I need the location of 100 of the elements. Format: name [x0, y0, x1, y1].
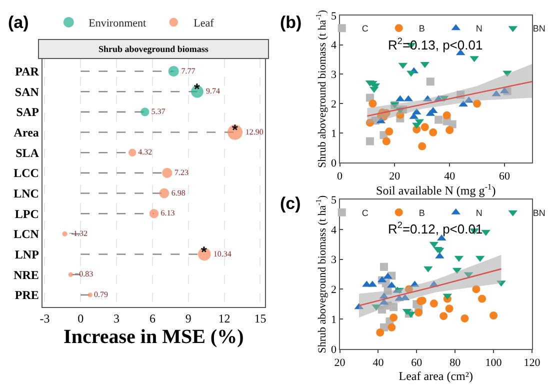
x-tick-label: 20	[389, 170, 401, 183]
point	[426, 78, 434, 86]
point	[385, 128, 394, 136]
point	[368, 100, 377, 108]
x-tick-label: 40	[444, 170, 456, 183]
legend-label: BN	[532, 208, 546, 218]
point	[490, 311, 498, 320]
point	[440, 312, 448, 320]
y-tick-label: LNP	[14, 247, 39, 262]
y-tick-label: PRE	[14, 288, 39, 302]
point	[159, 188, 170, 198]
point	[366, 137, 374, 146]
y-tick-label: 5	[331, 10, 338, 22]
y-tick-label: 1	[331, 128, 337, 140]
point	[429, 128, 438, 136]
point	[366, 118, 374, 127]
y-tick-label: 2	[331, 98, 337, 110]
point	[376, 328, 384, 336]
point	[390, 303, 398, 312]
data-label: 5.37	[151, 106, 166, 116]
x-tick-label: 120	[524, 357, 541, 370]
point	[442, 111, 451, 120]
data-label: 12.90	[245, 127, 264, 136]
y-tick-label: 1	[331, 314, 337, 326]
data-label: 6.13	[160, 208, 175, 218]
x-axis-title: Soil available N (mg g$^{-1}$)	[376, 182, 496, 198]
x-axis-title: Increase in MSE (%)	[64, 326, 244, 348]
data-label: 0.79	[94, 290, 108, 299]
y-tick-label: LNC	[14, 186, 39, 200]
legend-label: BN	[532, 24, 546, 34]
point	[168, 66, 179, 77]
point	[404, 285, 413, 294]
point	[430, 300, 438, 308]
y-tick-label: 0	[331, 344, 338, 356]
point	[414, 308, 423, 316]
data-label: 4.32	[138, 148, 152, 157]
point	[446, 126, 454, 134]
legend-label: Leaf	[194, 17, 214, 30]
x-tick-label: 20	[334, 357, 346, 370]
point	[445, 304, 454, 313]
y-tick-label: SAP	[16, 105, 39, 120]
x-tick-label: -3	[40, 312, 50, 326]
point	[473, 100, 482, 108]
legend-label: C	[362, 24, 369, 34]
legend-label: B	[418, 208, 425, 218]
point	[418, 142, 426, 150]
legend-label: N	[476, 24, 482, 34]
data-label: −0.83	[74, 270, 94, 279]
point	[434, 116, 443, 124]
y-tick-label: 5	[331, 194, 338, 207]
point	[380, 262, 388, 271]
y-tick-label: 3	[331, 69, 338, 82]
x-tick-label: 0	[78, 312, 84, 326]
y-tick-label: LCC	[14, 166, 39, 180]
x-axis-title: Leaf area (cm²)	[398, 369, 473, 384]
y-tick-label: Area	[14, 125, 39, 140]
data-label: −1.32	[69, 228, 88, 238]
annotation: *	[201, 244, 207, 261]
x-tick-label: 9	[185, 312, 192, 326]
y-tick-label: LCN	[14, 227, 40, 242]
legend-label: Environment	[88, 17, 146, 30]
annotation: *	[194, 81, 200, 98]
annotation: R$^{2}$=0.13, p<0.01	[388, 36, 483, 52]
x-tick-label: 3	[114, 312, 120, 326]
x-tick-label: 40	[372, 357, 384, 370]
y-tick-label: SLA	[16, 146, 40, 160]
y-tick-label: 2	[331, 284, 337, 296]
data-label: 10.34	[213, 249, 232, 258]
point	[162, 168, 172, 178]
point	[384, 286, 392, 295]
annotation: *	[232, 122, 238, 139]
point	[460, 314, 469, 322]
point	[420, 123, 429, 132]
x-tick-label: 80	[450, 357, 462, 370]
x-tick-label: 100	[485, 357, 502, 370]
legend-label: C	[362, 208, 369, 218]
x-tick-label: 6	[149, 312, 156, 326]
text: (b)	[280, 13, 302, 32]
chart-title: Shrub aboveground biomass	[98, 44, 209, 54]
data-label: 9.74	[206, 86, 220, 96]
data-label: 6.98	[171, 188, 186, 198]
point	[149, 208, 159, 218]
data-label: 7.23	[174, 168, 189, 177]
data-label: 7.77	[181, 66, 196, 76]
point	[390, 314, 398, 322]
point	[478, 294, 486, 303]
x-tick-label: 15	[254, 312, 266, 326]
y-tick-label: 4	[331, 224, 338, 236]
annotation: R$^{2}$=0.12, p<0.01	[388, 220, 483, 236]
y-tick-label: 3	[331, 254, 338, 266]
y-tick-label: 4	[331, 40, 338, 52]
x-tick-label: 12	[218, 312, 230, 326]
x-tick-label: 60	[499, 170, 511, 183]
y-tick-label: PAR	[15, 64, 40, 78]
legend-label: B	[418, 24, 425, 34]
point	[382, 137, 390, 146]
text: (c)	[280, 194, 301, 213]
text: (a)	[8, 13, 29, 32]
legend-label: N	[476, 208, 482, 218]
x-tick-label: 60	[411, 357, 423, 370]
